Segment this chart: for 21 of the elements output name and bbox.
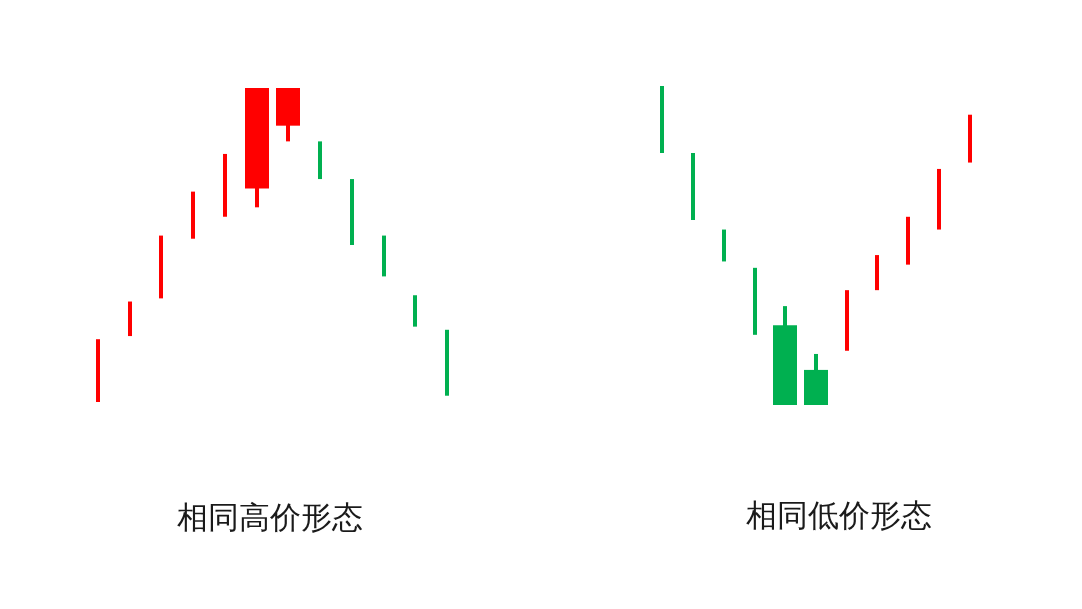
candlestick	[691, 152, 695, 220]
candlestick	[445, 329, 449, 396]
candlestick	[968, 114, 972, 163]
candlestick	[875, 255, 879, 291]
candlestick	[318, 141, 322, 180]
candlestick	[413, 295, 417, 327]
candlestick	[906, 216, 910, 265]
candlestick	[845, 290, 849, 351]
candlestick	[350, 179, 354, 245]
candlestick	[722, 229, 726, 262]
candlestick	[159, 235, 163, 299]
candlestick	[753, 267, 757, 335]
candlestick	[937, 168, 941, 230]
candlestick	[382, 235, 386, 277]
candlestick	[191, 191, 195, 239]
candlestick	[96, 339, 100, 402]
text: 相同高价形态	[177, 498, 363, 536]
candlestick	[660, 86, 664, 153]
candlestick	[128, 301, 132, 337]
candlestick	[223, 153, 227, 217]
text: 相同低价形态	[746, 496, 932, 534]
